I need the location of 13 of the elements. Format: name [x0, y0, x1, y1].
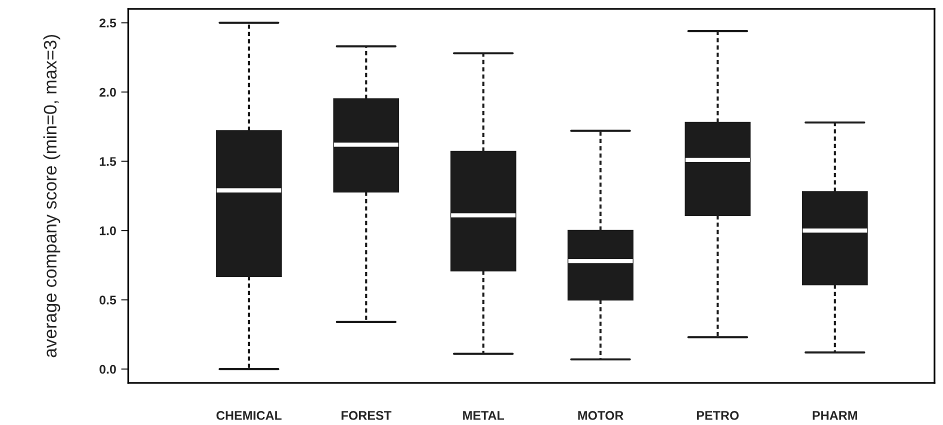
y-tick-label: 1.5 [100, 157, 116, 166]
x-tick-label: PHARM [812, 411, 857, 420]
y-tick-label: 1.0 [100, 226, 116, 236]
y-axis-title: average company score (min=0, max=3) [43, 34, 60, 358]
x-tick-label: FOREST [342, 411, 392, 420]
y-tick-label: 2.5 [100, 18, 116, 28]
y-tick-label: 0.5 [100, 296, 116, 304]
y-tick-label: 2.0 [100, 88, 116, 97]
x-tick-label: CHEMICAL [216, 411, 282, 420]
x-tick-label: MOTOR [578, 411, 624, 420]
x-tick-label: METAL [463, 411, 504, 420]
x-tick-label: PETRO [697, 411, 739, 420]
y-tick-label: 0.0 [100, 364, 116, 374]
